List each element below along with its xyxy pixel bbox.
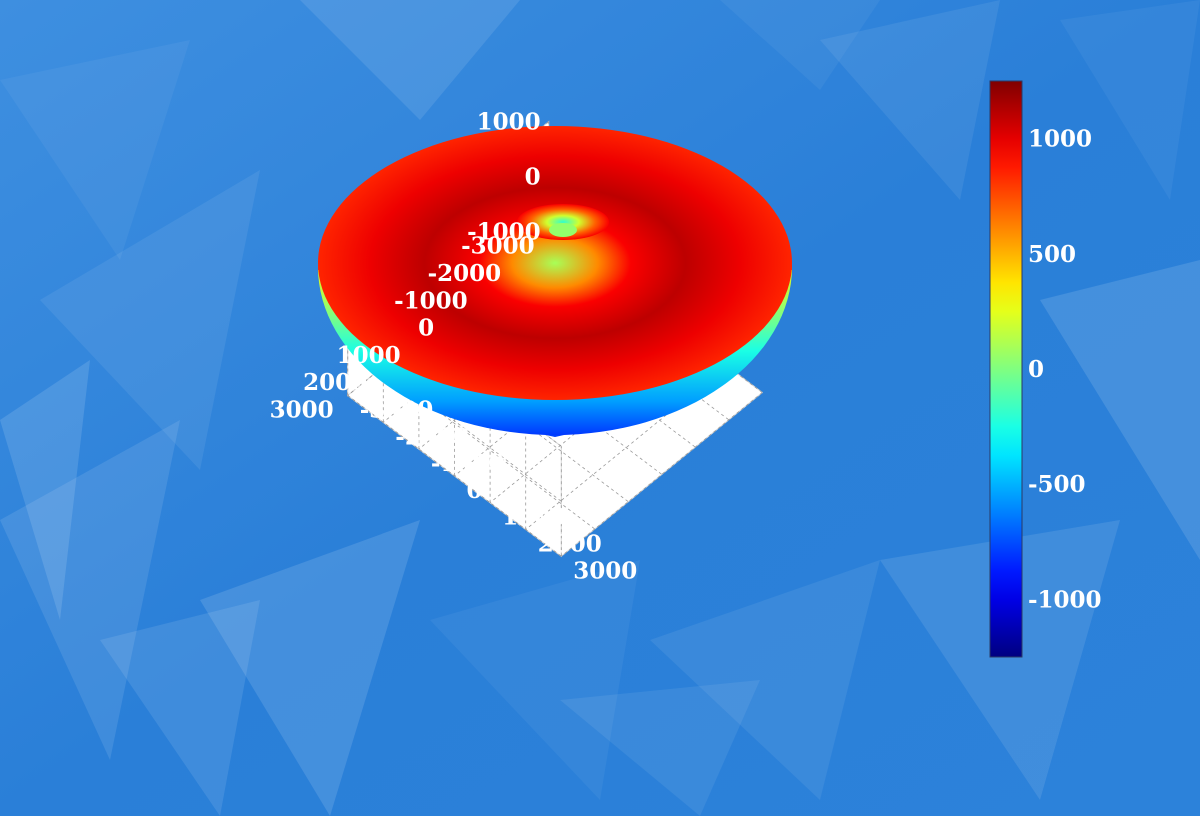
grid-line (347, 395, 562, 557)
background-shard (1040, 260, 1200, 560)
y-tick-label: 1000 (502, 504, 566, 531)
background-shard (200, 520, 420, 816)
colorbar-tick-label: 1000 (1028, 126, 1092, 153)
colorbar-tick-label: -500 (1028, 471, 1086, 498)
y-tick-label: 3000 (573, 557, 637, 584)
background-shard (430, 560, 640, 800)
background-shard (100, 600, 260, 816)
z-tick-label: -1000 (467, 219, 541, 246)
background-shard (820, 0, 1000, 200)
x-tick-label: 3000 (270, 397, 334, 424)
background-shard (650, 560, 880, 800)
colorbar: 1000 500 0 -500 -1000 (989, 80, 1102, 658)
torus-hole (517, 204, 609, 240)
background-shard (0, 360, 90, 620)
grid-line (561, 392, 763, 557)
torus-top (318, 126, 792, 400)
x-tick-label: 2000 (303, 369, 367, 396)
x-tick-label: -3000 (461, 233, 535, 260)
background-shard (0, 420, 180, 760)
x-tick-label: 1000 (337, 342, 401, 369)
y-tick-label: -1000 (431, 450, 505, 477)
y-tick-label: 2000 (538, 531, 602, 558)
colorbar-scale (989, 80, 1023, 658)
x-tick-label: -1000 (394, 287, 468, 314)
background-shard (560, 680, 760, 816)
y-tick-label: -3000 (360, 397, 434, 424)
y-tick-label: -2000 (395, 423, 469, 450)
background-shard (880, 520, 1120, 800)
background-shard (720, 0, 880, 90)
background-shard (300, 0, 520, 120)
background-shard (1060, 0, 1200, 200)
torus-hole-center (549, 223, 577, 237)
colorbar-tick-label: -1000 (1028, 586, 1102, 613)
background-shard (0, 40, 190, 260)
z-tick-label: 0 (525, 164, 541, 191)
x-tick-label: 0 (418, 315, 434, 342)
x-tick-label: -2000 (428, 260, 502, 287)
y-tick-label: 0 (467, 477, 483, 504)
torus-surface (318, 126, 792, 437)
z-tick-label: 1000 (477, 109, 541, 136)
colorbar-tick-label: 500 (1028, 241, 1076, 268)
background-shard (40, 170, 260, 470)
colorbar-ticks: 1000 500 0 -500 -1000 (1028, 126, 1102, 614)
colorbar-tick-label: 0 (1028, 356, 1044, 383)
